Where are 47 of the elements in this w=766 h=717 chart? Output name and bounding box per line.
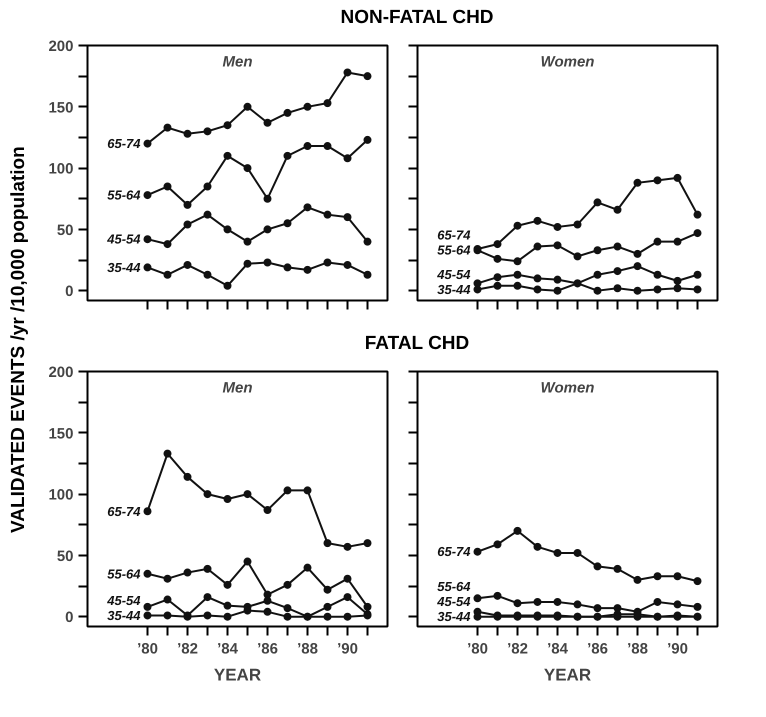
x-tick-label: ’86 [587, 640, 608, 658]
text: Men [222, 54, 252, 70]
x-tick-label: ’82 [177, 640, 198, 658]
series-label: 55-64 [107, 188, 142, 203]
series-label: 35-44 [107, 608, 142, 623]
text: Women [540, 380, 594, 396]
x-tick-label: ’88 [627, 640, 648, 658]
series-label: 65-74 [107, 504, 142, 519]
x-tick-label: ’90 [337, 640, 358, 658]
y-tick-label: 0 [65, 283, 74, 300]
series-label: 55-64 [107, 566, 142, 582]
series-label: 65-74 [107, 136, 142, 152]
series-label: 45-54 [106, 232, 142, 247]
x-axis-title: YEAR [214, 666, 262, 684]
y-tick-label: 150 [48, 425, 74, 442]
y-tick-label: 100 [48, 486, 74, 504]
y-tick-label: 200 [48, 364, 74, 381]
y-tick-label: 50 [56, 548, 74, 565]
y-axis-title: VALIDATED EVENTS /yr /10,000 population [7, 146, 30, 534]
y-tick-label: 150 [48, 99, 74, 116]
y-tick-label: 100 [48, 160, 74, 178]
y-tick-label: 200 [48, 38, 74, 55]
chart-title: NON-FATAL CHD [340, 6, 494, 30]
x-tick-label: ’86 [257, 640, 278, 658]
x-tick-label: ’82 [507, 640, 528, 658]
y-tick-label: 0 [65, 609, 74, 626]
y-tick-label: 50 [56, 222, 74, 239]
series-label: 45-54 [436, 594, 472, 610]
text: Men [222, 380, 252, 396]
series-label: 65-74 [437, 544, 472, 560]
series-label: 65-74 [437, 228, 472, 243]
series-label: 35-44 [107, 260, 142, 275]
x-tick-label: ’80 [137, 640, 158, 658]
x-tick-label: ’90 [667, 640, 688, 658]
series-label: 45-54 [436, 266, 472, 282]
series-label: 45-54 [106, 592, 142, 608]
x-axis-title: YEAR [544, 666, 592, 684]
x-tick-label: ’80 [467, 640, 488, 658]
chart-title: FATAL CHD [364, 332, 470, 356]
text: Women [540, 54, 594, 70]
x-tick-label: ’84 [547, 640, 569, 658]
series-label: 55-64 [437, 579, 472, 594]
x-tick-label: ’88 [297, 640, 318, 658]
x-tick-label: ’84 [217, 640, 239, 658]
series-label: 35-44 [437, 282, 472, 297]
series-label: 35-44 [437, 609, 472, 624]
series-label: 55-64 [437, 242, 472, 258]
